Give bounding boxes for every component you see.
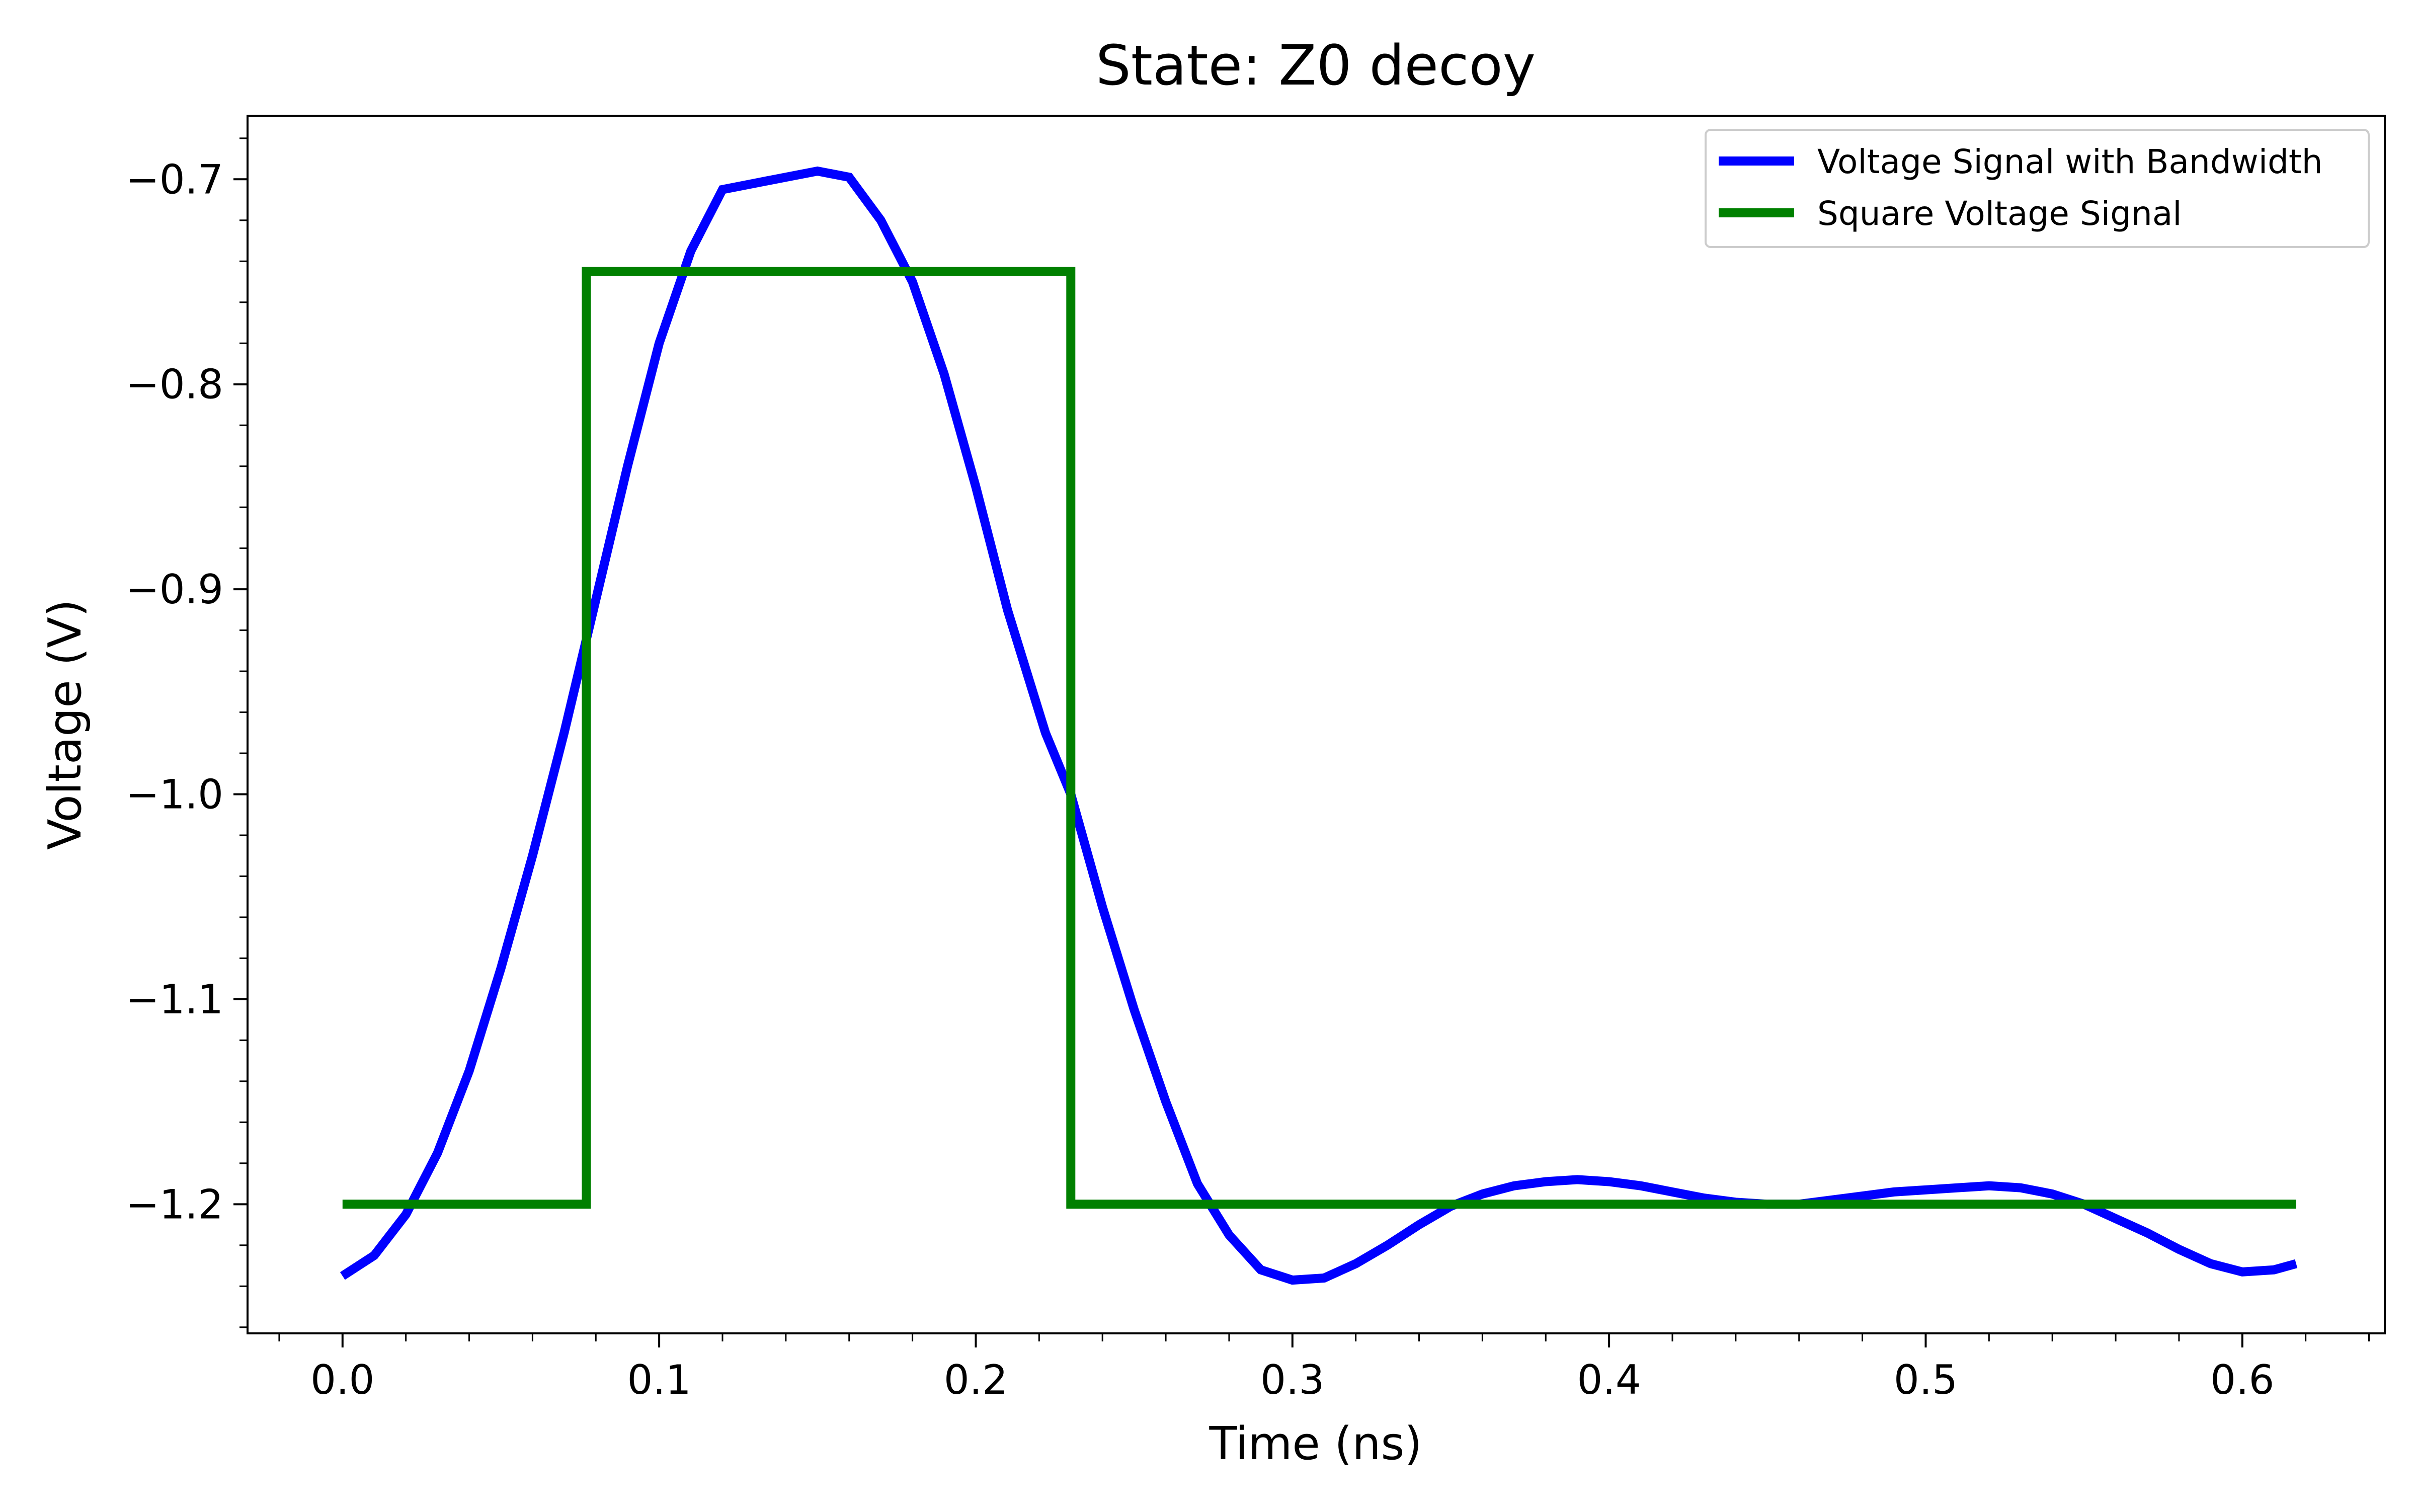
x-tick-label: 0.3: [1260, 1357, 1324, 1403]
legend-label-1: Voltage Signal with Bandwidth: [1817, 142, 2323, 181]
x-tick-label: 0.1: [627, 1357, 691, 1403]
x-axis-label: Time (ns): [1209, 1417, 1422, 1470]
x-tick-label: 0.0: [310, 1357, 374, 1403]
chart-title: State: Z0 decoy: [1096, 33, 1536, 98]
legend-label-2: Square Voltage Signal: [1817, 194, 2182, 233]
legend: Voltage Signal with Bandwidth Square Volt…: [1705, 129, 2370, 248]
x-tick-label: 0.5: [1894, 1357, 1958, 1403]
series-line-2: [342, 267, 2296, 1209]
y-tick-label: −0.8: [126, 361, 223, 408]
legend-box: [1705, 129, 2370, 248]
y-tick-label: −1.0: [126, 771, 223, 818]
axes-frame: [247, 115, 2386, 1334]
x-tick-label: 0.6: [2210, 1357, 2274, 1403]
y-tick-label: −1.2: [126, 1181, 223, 1228]
y-axis-label: Voltage (V): [39, 599, 92, 850]
y-tick-label: −1.1: [126, 976, 223, 1023]
y-tick-label: −0.7: [126, 156, 223, 203]
y-tick-label: −0.9: [126, 566, 223, 613]
x-tick-label: 0.4: [1577, 1357, 1641, 1403]
series-line-1: [340, 166, 2298, 1285]
plot-area: 0.0 0.1 0.2 0.3 0.4 0.5 0.6 −0.7 −0.8 −0.9 −1.0 −1.…: [126, 115, 2386, 1403]
x-tick-label: 0.2: [944, 1357, 1008, 1403]
